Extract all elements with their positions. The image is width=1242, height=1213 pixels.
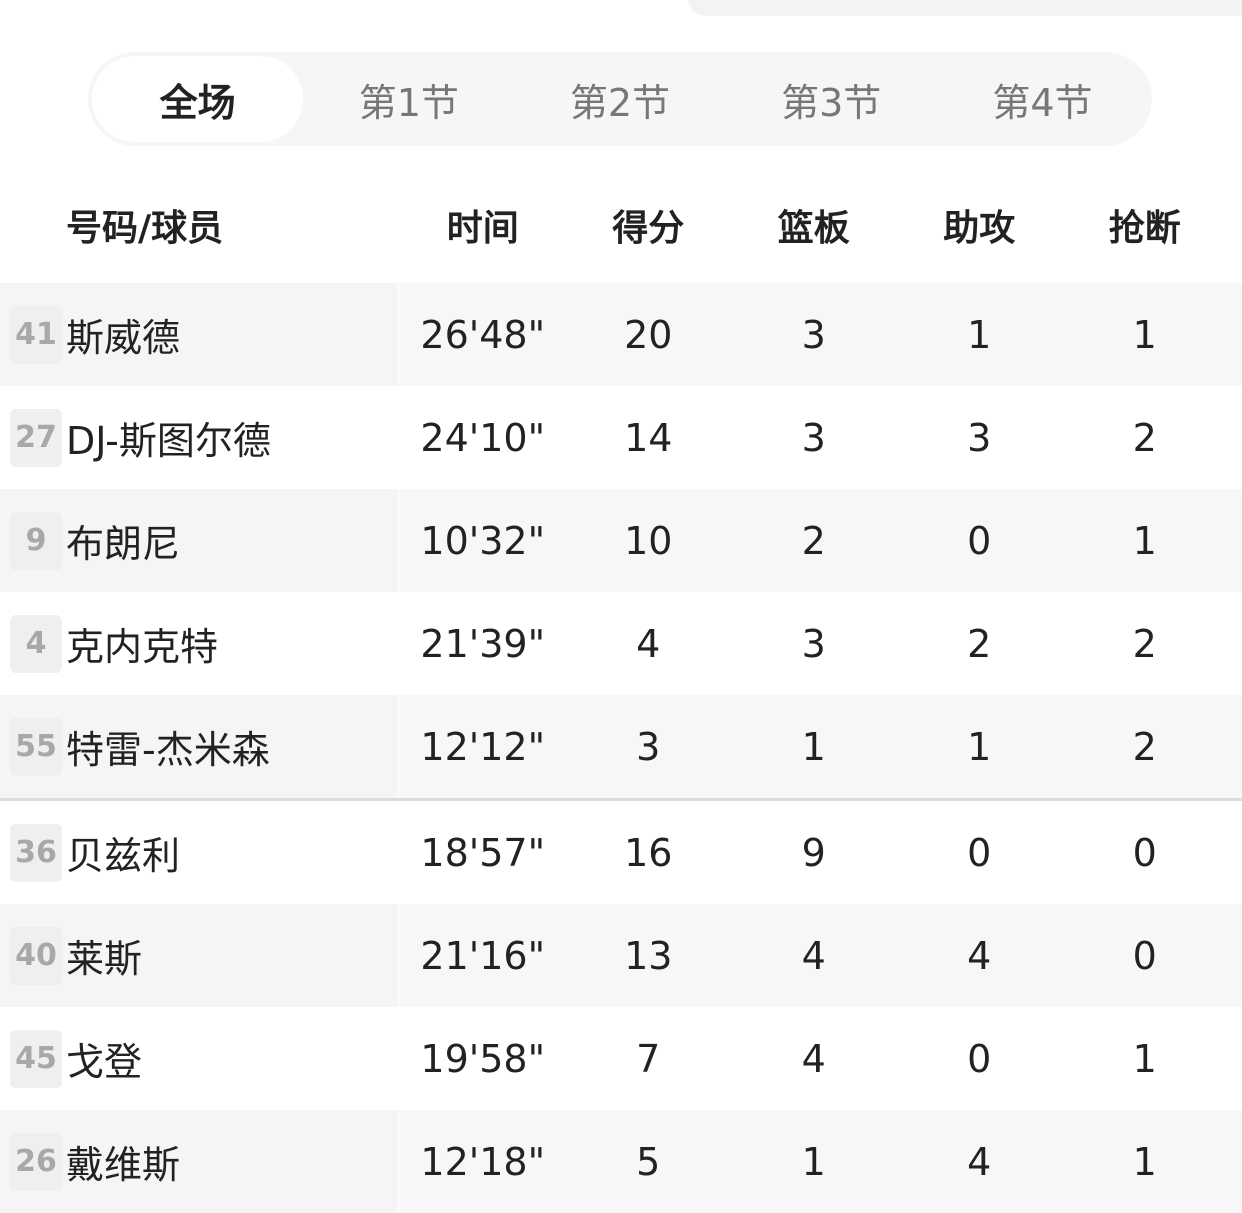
steals-cell: 1 <box>1132 1036 1157 1081</box>
player-name: DJ-斯图尔德 <box>66 419 271 463</box>
assists-cell: 0 <box>967 830 992 875</box>
rebounds-cell: 3 <box>801 415 826 460</box>
player-name: 戴维斯 <box>66 1143 181 1187</box>
player-name: 特雷-杰米森 <box>66 728 270 772</box>
rebounds-cell: 1 <box>801 724 826 769</box>
table-row[interactable]: 40 莱斯 21'16" 13 4 4 0 <box>0 904 1242 1007</box>
player-name: 莱斯 <box>66 937 143 981</box>
player-stats-table: 41 斯威德 26'48" 20 3 1 1 27 DJ-斯图尔德 24'10" 14 3 3 2 9 布朗尼… <box>0 283 1242 1213</box>
header-steals[interactable]: 抢断 <box>1108 208 1181 249</box>
time-cell: 12'12" <box>420 724 546 769</box>
points-cell: 4 <box>636 621 661 666</box>
player-cell[interactable]: 45 戈登 <box>0 1007 400 1110</box>
player-name: 布朗尼 <box>66 522 181 566</box>
assists-cell: 0 <box>967 1036 992 1081</box>
jersey-number-icon: 55 <box>10 717 62 776</box>
header-rebounds[interactable]: 篮板 <box>777 208 850 249</box>
player-name: 贝兹利 <box>66 834 181 878</box>
assists-cell: 3 <box>967 415 992 460</box>
assists-cell: 4 <box>967 1139 992 1184</box>
steals-cell: 0 <box>1132 933 1157 978</box>
time-cell: 26'48" <box>420 312 546 357</box>
tab-q4[interactable]: 第4节 <box>992 80 1093 125</box>
player-cell[interactable]: 41 斯威德 <box>0 283 400 386</box>
points-cell: 5 <box>636 1139 661 1184</box>
steals-cell: 2 <box>1132 621 1157 666</box>
assists-cell: 1 <box>967 312 992 357</box>
time-cell: 12'18" <box>420 1139 546 1184</box>
table-row[interactable]: 26 戴维斯 12'18" 5 1 4 1 <box>0 1110 1242 1213</box>
tab-full-game[interactable]: 全场 <box>92 56 304 142</box>
time-cell: 24'10" <box>420 415 546 460</box>
player-name: 戈登 <box>66 1040 143 1084</box>
time-cell: 19'58" <box>420 1036 546 1081</box>
table-row[interactable]: 27 DJ-斯图尔德 24'10" 14 3 3 2 <box>0 386 1242 489</box>
time-cell: 21'16" <box>420 933 546 978</box>
table-row[interactable]: 55 特雷-杰米森 12'12" 3 1 1 2 <box>0 695 1242 798</box>
jersey-number-icon: 9 <box>10 511 62 570</box>
header-points[interactable]: 得分 <box>612 208 685 249</box>
assists-cell: 1 <box>967 724 992 769</box>
steals-cell: 1 <box>1132 518 1157 563</box>
jersey-number-icon: 45 <box>10 1029 62 1088</box>
player-cell[interactable]: 27 DJ-斯图尔德 <box>0 386 400 489</box>
rebounds-cell: 4 <box>801 933 826 978</box>
rebounds-cell: 9 <box>801 830 826 875</box>
points-cell: 13 <box>624 933 673 978</box>
rebounds-cell: 1 <box>801 1139 826 1184</box>
steals-cell: 2 <box>1132 415 1157 460</box>
rebounds-cell: 2 <box>801 518 826 563</box>
points-cell: 3 <box>636 724 661 769</box>
player-cell[interactable]: 36 贝兹利 <box>0 801 400 904</box>
steals-cell: 2 <box>1132 724 1157 769</box>
header-player: 号码/球员 <box>66 208 224 249</box>
points-cell: 10 <box>624 518 673 563</box>
jersey-number-icon: 26 <box>10 1132 62 1191</box>
jersey-number-icon: 36 <box>10 823 62 882</box>
steals-cell: 0 <box>1132 830 1157 875</box>
assists-cell: 2 <box>967 621 992 666</box>
table-header: 号码/球员 时间 得分 篮板 助攻 抢断 <box>0 175 1242 275</box>
jersey-number-icon: 4 <box>10 614 62 673</box>
rebounds-cell: 3 <box>801 312 826 357</box>
time-cell: 10'32" <box>420 518 546 563</box>
period-tabs: 全场 第1节 第2节 第3节 第4节 <box>88 52 1152 146</box>
assists-cell: 0 <box>967 518 992 563</box>
starters-bench-divider <box>0 798 1242 801</box>
time-cell: 21'39" <box>420 621 546 666</box>
jersey-number-icon: 27 <box>10 408 62 467</box>
tab-q1[interactable]: 第1节 <box>358 80 459 125</box>
assists-cell: 4 <box>967 933 992 978</box>
player-name: 克内克特 <box>66 625 219 669</box>
header-time[interactable]: 时间 <box>446 208 519 249</box>
jersey-number-icon: 40 <box>10 926 62 985</box>
table-row[interactable]: 41 斯威德 26'48" 20 3 1 1 <box>0 283 1242 386</box>
rebounds-cell: 3 <box>801 621 826 666</box>
player-cell[interactable]: 26 戴维斯 <box>0 1110 400 1213</box>
steals-cell: 1 <box>1132 312 1157 357</box>
points-cell: 14 <box>624 415 673 460</box>
table-row[interactable]: 4 克内克特 21'39" 4 3 2 2 <box>0 592 1242 695</box>
player-cell[interactable]: 9 布朗尼 <box>0 489 400 592</box>
steals-cell: 1 <box>1132 1139 1157 1184</box>
table-row[interactable]: 9 布朗尼 10'32" 10 2 0 1 <box>0 489 1242 592</box>
table-row[interactable]: 45 戈登 19'58" 7 4 0 1 <box>0 1007 1242 1110</box>
top-bar <box>688 0 1242 16</box>
points-cell: 20 <box>624 312 673 357</box>
player-cell[interactable]: 55 特雷-杰米森 <box>0 695 400 798</box>
player-name: 斯威德 <box>66 316 181 360</box>
tab-q3[interactable]: 第3节 <box>781 80 882 125</box>
points-cell: 7 <box>636 1036 661 1081</box>
player-cell[interactable]: 40 莱斯 <box>0 904 400 1007</box>
table-row[interactable]: 36 贝兹利 18'57" 16 9 0 0 <box>0 801 1242 904</box>
rebounds-cell: 4 <box>801 1036 826 1081</box>
jersey-number-icon: 41 <box>10 305 62 364</box>
player-cell[interactable]: 4 克内克特 <box>0 592 400 695</box>
points-cell: 16 <box>624 830 673 875</box>
header-assists[interactable]: 助攻 <box>943 208 1016 249</box>
tab-q2[interactable]: 第2节 <box>569 80 671 125</box>
time-cell: 18'57" <box>420 830 546 875</box>
